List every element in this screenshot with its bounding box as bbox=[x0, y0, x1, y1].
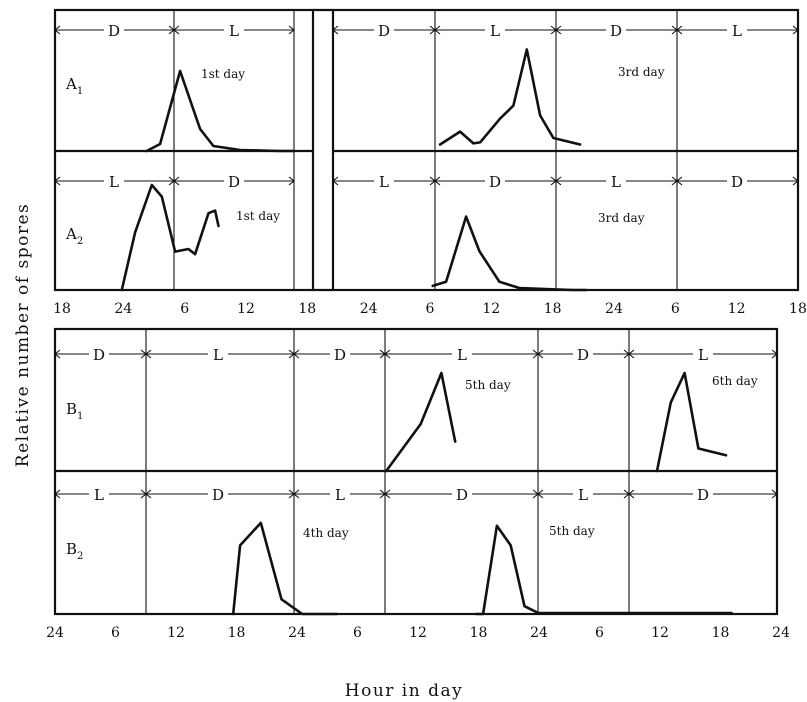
segment-label: L bbox=[578, 486, 588, 504]
x-tick-label: 24 bbox=[114, 301, 132, 317]
segment-label: L bbox=[732, 22, 742, 40]
segment-label: L bbox=[611, 173, 621, 191]
spore-curve bbox=[474, 524, 733, 616]
x-tick-label: 18 bbox=[789, 301, 807, 317]
day-label: 5th day bbox=[549, 524, 595, 538]
segment-label: D bbox=[212, 486, 224, 504]
segment-label: D bbox=[577, 346, 589, 364]
segment-arrows-bottom bbox=[54, 349, 778, 499]
day-label: 5th day bbox=[465, 378, 511, 392]
segment-label: L bbox=[109, 173, 119, 191]
segment-arrows-top bbox=[54, 25, 799, 186]
segment-labels-top: D L D L D L L D L D L D bbox=[104, 21, 747, 191]
x-tick-label: 18 bbox=[470, 625, 488, 641]
x-tick-label: 6 bbox=[595, 625, 604, 641]
x-tick-label: 18 bbox=[53, 301, 71, 317]
y-axis-title: Relative number of spores bbox=[13, 203, 33, 467]
spore-curve bbox=[655, 371, 728, 473]
segment-label: L bbox=[213, 346, 223, 364]
segment-label: D bbox=[697, 486, 709, 504]
spore-curve bbox=[120, 183, 220, 292]
segment-label: D bbox=[108, 22, 120, 40]
x-tick-label: 12 bbox=[167, 625, 185, 641]
segment-label: L bbox=[457, 346, 467, 364]
x-tick-label: 6 bbox=[111, 625, 120, 641]
x-tick-label: 24 bbox=[605, 301, 623, 317]
panel-label-b2: B2 bbox=[66, 540, 83, 562]
panel-label-a2: A2 bbox=[65, 225, 83, 247]
segment-label: L bbox=[229, 22, 239, 40]
x-tick-label: 18 bbox=[712, 625, 730, 641]
spore-curve bbox=[145, 69, 295, 153]
x-tick-label: 6 bbox=[671, 301, 680, 317]
spore-curve bbox=[438, 48, 582, 146]
x-tick-label: 18 bbox=[298, 301, 316, 317]
x-tick-label: 24 bbox=[530, 625, 548, 641]
x-tick-label: 6 bbox=[180, 301, 189, 317]
day-label: 3rd day bbox=[598, 211, 645, 225]
x-tick-label: 12 bbox=[409, 625, 427, 641]
day-label: 3rd day bbox=[618, 65, 665, 79]
segment-label: D bbox=[93, 346, 105, 364]
segment-label: D bbox=[378, 22, 390, 40]
x-tick-label: 12 bbox=[482, 301, 500, 317]
x-tick-label: 24 bbox=[360, 301, 378, 317]
panel-label-a1: A1 bbox=[65, 75, 83, 97]
segment-label: D bbox=[334, 346, 346, 364]
x-tick-label: 6 bbox=[426, 301, 435, 317]
x-tick-label: 12 bbox=[728, 301, 746, 317]
spore-curve bbox=[384, 371, 457, 473]
x-tick-labels: 18 24 6 12 18 24 6 12 18 24 6 12 18 24 6 12 18 24 6 12 18 24 6… bbox=[46, 301, 807, 641]
x-tick-label: 12 bbox=[237, 301, 255, 317]
spore-curve bbox=[431, 215, 588, 292]
x-tick-label: 18 bbox=[228, 625, 246, 641]
segment-label: L bbox=[94, 486, 104, 504]
segment-label: L bbox=[490, 22, 500, 40]
segment-label: D bbox=[610, 22, 622, 40]
x-tick-label: 12 bbox=[651, 625, 669, 641]
day-label: 1st day bbox=[201, 67, 245, 81]
x-tick-label: 24 bbox=[772, 625, 790, 641]
x-tick-label: 6 bbox=[353, 625, 362, 641]
segment-label: D bbox=[228, 173, 240, 191]
day-label: 4th day bbox=[303, 526, 349, 540]
segment-label: D bbox=[456, 486, 468, 504]
x-tick-label: 24 bbox=[288, 625, 306, 641]
spore-curve bbox=[231, 521, 338, 616]
day-label: 6th day bbox=[712, 374, 758, 388]
segment-labels-bottom: D L D L D L L D L D L D bbox=[89, 345, 713, 504]
segment-label: L bbox=[698, 346, 708, 364]
x-axis-title: Hour in day bbox=[345, 681, 463, 701]
x-tick-label: 24 bbox=[46, 625, 64, 641]
x-tick-label: 18 bbox=[544, 301, 562, 317]
segment-label: D bbox=[731, 173, 743, 191]
day-label: 1st day bbox=[236, 209, 280, 223]
spore-curves bbox=[120, 48, 733, 616]
segment-label: L bbox=[335, 486, 345, 504]
segment-label: L bbox=[379, 173, 389, 191]
panel-label-b1: B1 bbox=[66, 400, 83, 422]
segment-label: D bbox=[489, 173, 501, 191]
